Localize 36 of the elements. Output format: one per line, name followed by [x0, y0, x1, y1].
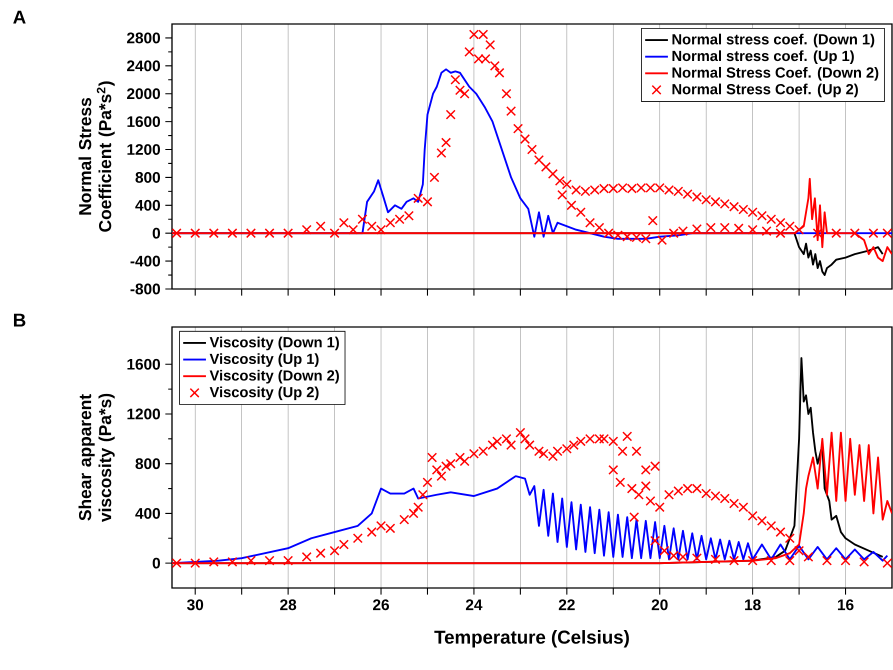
text: A: [13, 10, 26, 24]
y-tick-label: -400: [130, 256, 160, 267]
legend-label: Normal stress coef. (Down 1): [672, 34, 874, 48]
y-tick-label: 2800: [127, 32, 160, 44]
x-tick-label: 18: [745, 599, 761, 610]
x-tick-label: 20: [652, 599, 668, 610]
legend-label: Normal stress coef. (Up 1): [672, 50, 854, 64]
legend-label: Viscosity (Down 2): [210, 370, 339, 384]
y-tick-label: 2400: [127, 60, 160, 72]
x-tick-label: 30: [187, 599, 204, 610]
y-axis-title: Shear apparent viscosity (Pa*s): [78, 394, 115, 522]
y-tick-label: 2000: [127, 88, 160, 100]
text: B: [14, 314, 26, 327]
x-tick-label: 28: [280, 599, 296, 610]
legend-label: Viscosity (Up 2): [210, 386, 319, 400]
x-axis-title: Temperature (Celsius): [434, 630, 629, 648]
legend-label: Viscosity (Down 1): [210, 336, 339, 350]
y-tick-label: 1200: [127, 144, 160, 155]
legend-label: Viscosity (Up 1): [210, 353, 319, 367]
y-tick-label: 800: [136, 458, 160, 470]
x-tick-label: 16: [838, 599, 854, 610]
y-axis-title: Normal Stress Coefficient (Pa*s$^{2}$): [78, 81, 115, 232]
x-tick-label: 26: [373, 599, 389, 610]
y-tick-label: 0: [152, 558, 160, 569]
legend-label: Normal Stress Coef. (Down 2): [672, 66, 878, 81]
y-tick-label: 800: [136, 172, 160, 183]
legend-label: Normal Stress Coef. (Up 2): [672, 84, 858, 98]
x-tick-label: 22: [558, 599, 575, 610]
y-tick-label: 0: [152, 228, 160, 239]
y-tick-label: 1600: [127, 358, 160, 370]
y-tick-label: 400: [135, 200, 160, 211]
y-tick-label: 400: [135, 508, 160, 519]
y-tick-label: 1200: [127, 408, 160, 420]
y-tick-label: 1600: [127, 116, 160, 128]
x-tick-label: 24: [466, 599, 482, 610]
y-tick-label: -800: [130, 284, 160, 294]
